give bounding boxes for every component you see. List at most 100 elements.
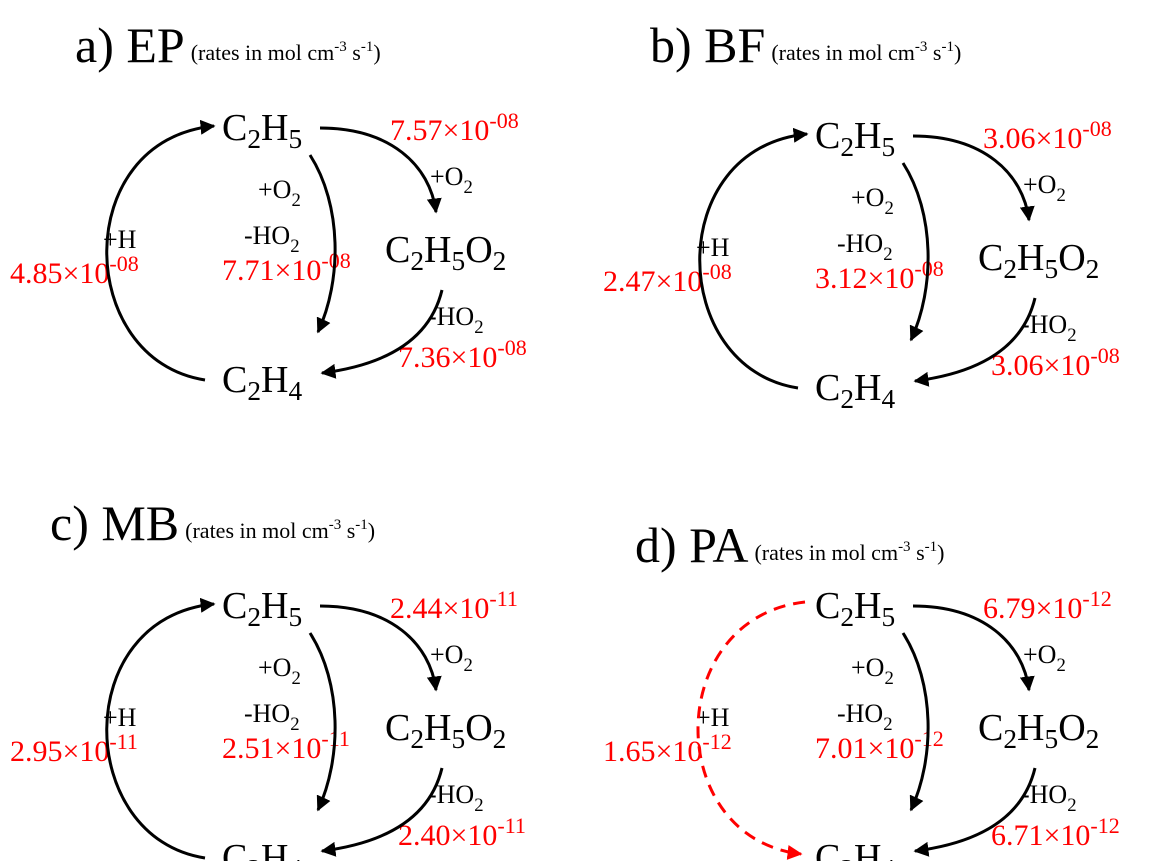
rate-label: 2.47×10-08 <box>603 259 732 298</box>
reaction-label: +H <box>696 703 730 732</box>
arrow <box>319 126 442 214</box>
units-part: (rates in mol cm <box>771 40 915 65</box>
species-label: C2H5 <box>222 107 302 154</box>
units-note: (rates in mol cm-3 s-1) <box>191 39 381 65</box>
units-note: (rates in mol cm-3 s-1) <box>754 539 944 565</box>
rate-exponent: -08 <box>702 259 731 284</box>
rate-exponent: -08 <box>1090 343 1119 368</box>
arrow <box>913 767 1037 857</box>
panel-title: d) PA <box>635 517 748 573</box>
rate-label: 4.85×10-08 <box>10 251 139 290</box>
arrow <box>912 134 1035 222</box>
species-label: C2H5O2 <box>978 237 1099 284</box>
rate-base: 4.85×10 <box>10 257 109 290</box>
rate-base: 3.06×10 <box>983 122 1082 155</box>
panel: C2H5C2H4C2H5O2+O2+O2-HO2+H-HO22.44×10-11… <box>10 585 526 861</box>
species-label: C2H5O2 <box>385 707 506 754</box>
rate-exponent: -12 <box>1090 813 1119 838</box>
rate-exponent: -08 <box>1082 116 1111 141</box>
arrow <box>320 289 444 379</box>
units-part: -1 <box>355 517 368 533</box>
species-label: C2H4 <box>815 367 896 414</box>
reaction-label: -HO2 <box>244 699 300 735</box>
rate-label: 1.65×10-12 <box>603 729 732 768</box>
units-part: -1 <box>925 539 938 555</box>
arrow <box>901 162 930 342</box>
reaction-label: +O2 <box>430 640 473 676</box>
rate-base: 3.06×10 <box>991 349 1090 382</box>
rate-base: 2.40×10 <box>398 819 497 852</box>
reaction-label: +O2 <box>851 653 894 689</box>
rate-base: 2.47×10 <box>603 265 702 298</box>
reaction-label: -HO2 <box>1021 310 1077 346</box>
rate-label: 2.51×10-11 <box>222 726 350 765</box>
panel: C2H5C2H4C2H5O2+O2+O2-HO2+H-HO27.57×10-08… <box>10 107 527 406</box>
rate-base: 2.44×10 <box>390 592 489 625</box>
units-part: -3 <box>915 39 928 55</box>
units-part: ) <box>937 540 944 565</box>
units-part: (rates in mol cm <box>191 40 335 65</box>
panel: C2H5C2H4C2H5O2+O2+O2-HO2+H-HO23.06×10-08… <box>603 115 1120 414</box>
reaction-label: -HO2 <box>244 221 300 257</box>
reaction-label: -HO2 <box>837 699 893 735</box>
rate-label: 2.44×10-11 <box>390 586 518 625</box>
arrow <box>698 127 809 390</box>
rate-label: 3.06×10-08 <box>983 116 1112 155</box>
units-part: (rates in mol cm <box>185 518 329 543</box>
rate-exponent: -11 <box>109 729 138 754</box>
species-label: C2H4 <box>222 359 303 406</box>
units-part: -3 <box>898 539 911 555</box>
species-label: C2H5 <box>815 115 895 162</box>
reaction-label: +O2 <box>430 162 473 198</box>
reaction-label: +O2 <box>258 653 301 689</box>
arrow <box>319 604 442 692</box>
reaction-label: +O2 <box>258 175 301 211</box>
species-label: C2H5 <box>815 585 895 632</box>
rate-exponent: -12 <box>1082 586 1111 611</box>
arrow <box>105 119 216 382</box>
reaction-label: +O2 <box>851 183 894 219</box>
arrow <box>320 767 444 857</box>
panel-title: c) MB <box>50 495 179 551</box>
panel-title: a) EP <box>75 17 185 73</box>
units-part: s <box>911 540 925 565</box>
units-part: -3 <box>334 39 347 55</box>
rate-label: 7.36×10-08 <box>398 335 527 374</box>
units-note: (rates in mol cm-3 s-1) <box>771 39 961 65</box>
rate-exponent: -11 <box>497 813 526 838</box>
rate-exponent: -08 <box>489 108 518 133</box>
rate-label: 7.71×10-08 <box>222 248 351 287</box>
units-part: ) <box>373 40 380 65</box>
species-label: C2H4 <box>815 837 896 861</box>
rate-label: 6.79×10-12 <box>983 586 1112 625</box>
arrow <box>901 632 930 812</box>
arrow <box>912 604 1035 692</box>
rate-label: 6.71×10-12 <box>991 813 1120 852</box>
rate-base: 7.57×10 <box>390 114 489 147</box>
rate-base: 2.95×10 <box>10 735 109 768</box>
rate-label: 3.06×10-08 <box>991 343 1120 382</box>
units-part: s <box>927 40 941 65</box>
units-part: s <box>341 518 355 543</box>
species-label: C2H5O2 <box>385 229 506 276</box>
arrow <box>105 597 216 860</box>
units-part: ) <box>368 518 375 543</box>
panel: C2H5C2H4C2H5O2+O2+O2-HO2+H-HO26.79×10-12… <box>603 585 1120 861</box>
units-part: (rates in mol cm <box>754 540 898 565</box>
rate-base: 6.71×10 <box>991 819 1090 852</box>
rate-base: 7.36×10 <box>398 341 497 374</box>
units-part: ) <box>954 40 961 65</box>
species-label: C2H5O2 <box>978 707 1099 754</box>
arrow <box>913 297 1037 387</box>
species-label: C2H4 <box>222 837 303 861</box>
reaction-label: +O2 <box>1023 170 1066 206</box>
arrow <box>308 632 337 812</box>
rate-exponent: -11 <box>489 586 518 611</box>
units-part: -1 <box>361 39 374 55</box>
rate-base: 7.01×10 <box>815 732 914 765</box>
reaction-label: -HO2 <box>837 229 893 265</box>
units-part: -1 <box>941 39 954 55</box>
rate-exponent: -08 <box>497 335 526 360</box>
rate-base: 1.65×10 <box>603 735 702 768</box>
